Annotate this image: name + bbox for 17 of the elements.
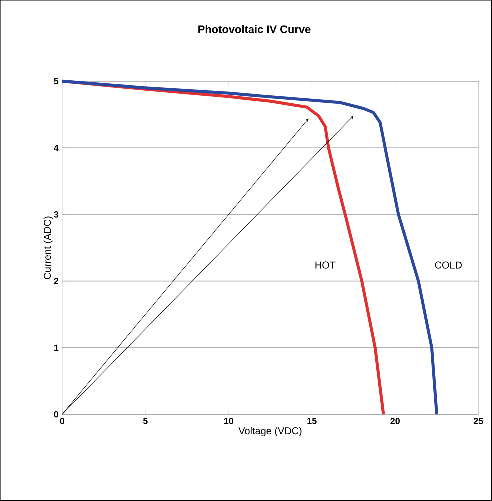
- y-tick-label: 3: [54, 211, 59, 218]
- x-tick-label: 5: [143, 418, 148, 424]
- x-axis-title: Voltage (VDC): [238, 427, 302, 437]
- x-tick-label: 10: [224, 418, 234, 424]
- y-tick-label: 0: [54, 411, 59, 418]
- y-tick-label: 5: [54, 78, 59, 85]
- y-tick-label: 1: [54, 344, 59, 352]
- text: HOT: [316, 262, 336, 269]
- x-tick-label: 25: [474, 418, 484, 424]
- chart-title: Photovoltaic IV Curve: [198, 25, 311, 34]
- x-tick-label: 20: [390, 418, 400, 424]
- y-tick-label: 4: [54, 144, 59, 152]
- y-axis-title: Current (ADC): [44, 216, 54, 280]
- x-tick-label: 0: [60, 418, 65, 424]
- series-label: COLD: [435, 262, 462, 269]
- x-tick-label: 15: [308, 418, 317, 424]
- y-tick-label: 2: [54, 278, 59, 284]
